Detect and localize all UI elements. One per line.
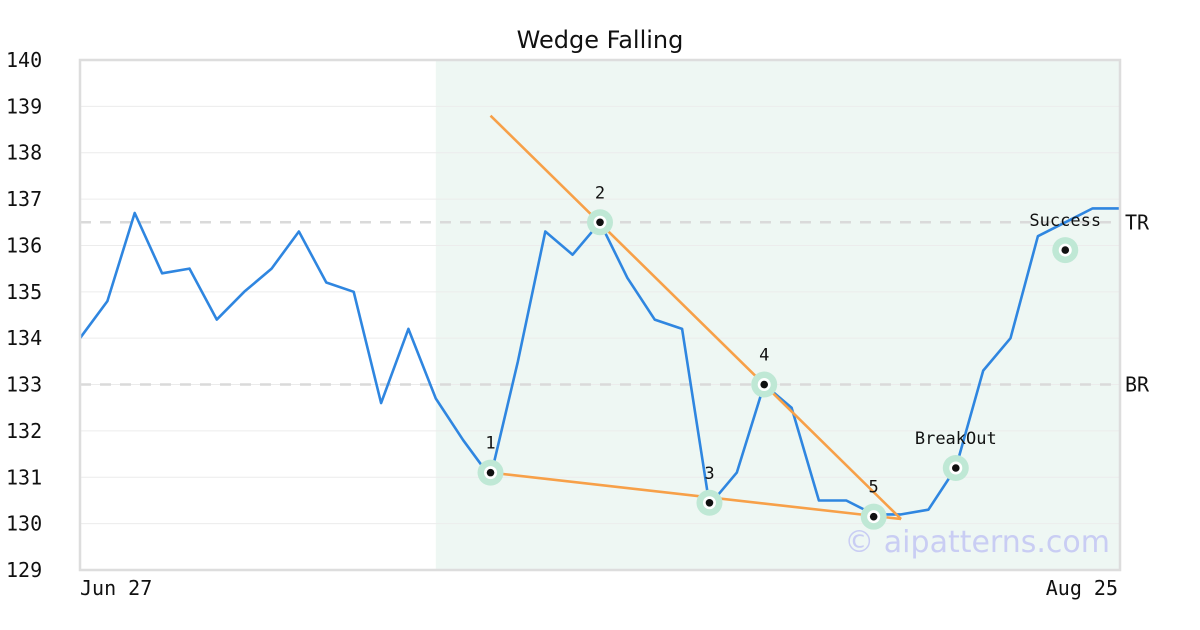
point-dot: [486, 468, 495, 477]
y-tick-label: 133: [6, 373, 42, 397]
trend-line: [490, 471, 902, 521]
pattern-points: 1 2 3 4 5 BreakOut Success: [477, 183, 1101, 530]
y-tick-label: 137: [6, 187, 42, 211]
x-tick-label: Aug 25: [1046, 576, 1118, 600]
y-tick-label: 138: [6, 141, 42, 165]
point-dot: [1061, 246, 1070, 254]
y-tick-label: 129: [6, 558, 42, 582]
reference-line-label: TR: [1125, 210, 1150, 234]
point-dot: [951, 464, 960, 472]
y-tick-label: 130: [6, 512, 42, 536]
y-tick-label: 139: [6, 94, 42, 118]
point-dot: [760, 380, 769, 389]
trend-line: [489, 114, 902, 520]
point-dot: [596, 218, 604, 227]
chart-title: Wedge Falling: [517, 26, 684, 54]
axes: 129130131132133134135136137138139140Jun …: [6, 48, 1122, 600]
reference-line-label: BR: [1125, 373, 1150, 397]
point-label: 3: [704, 464, 714, 484]
point-label: 2: [595, 183, 605, 203]
y-tick-label: 135: [6, 280, 42, 304]
trend-lines: [489, 114, 902, 521]
watermark: © aipatterns.com: [844, 525, 1110, 560]
y-tick-label: 131: [6, 465, 42, 489]
y-tick-label: 134: [6, 326, 42, 350]
point-label: Success: [1029, 211, 1101, 231]
point-label: 4: [759, 346, 769, 366]
grid-lines: [80, 59, 1120, 571]
point-dot: [869, 512, 878, 521]
plot-frame: [78, 58, 1122, 572]
point-label: 1: [485, 434, 495, 454]
point-label: 5: [869, 478, 879, 498]
point-dot: [705, 498, 714, 507]
y-tick-label: 132: [6, 419, 42, 443]
plot-background: [435, 60, 1121, 570]
y-tick-label: 136: [6, 233, 42, 257]
x-tick-label: Jun 27: [80, 576, 152, 600]
point-label: BreakOut: [915, 429, 997, 449]
highlight-band: [435, 60, 1121, 570]
y-tick-label: 140: [6, 48, 42, 72]
